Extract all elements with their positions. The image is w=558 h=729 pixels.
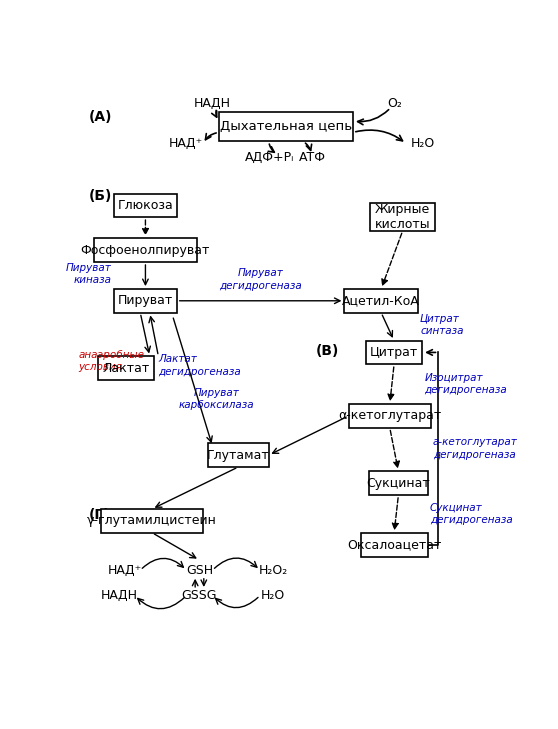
Text: НАДН: НАДН [101,589,138,602]
Text: АДФ+Рᵢ: АДФ+Рᵢ [245,151,294,164]
FancyBboxPatch shape [360,533,427,557]
Text: (А): (А) [89,109,113,124]
Text: Н₂О: Н₂О [261,589,285,602]
Text: Н₂О₂: Н₂О₂ [258,564,287,577]
Text: Изоцитрат
дегидрогеназа: Изоцитрат дегидрогеназа [424,373,507,395]
Text: Лактат
дегидрогеназа: Лактат дегидрогеназа [158,354,241,377]
Text: GSSG: GSSG [182,589,217,602]
FancyBboxPatch shape [114,194,177,217]
Text: НАДН: НАДН [194,97,231,109]
Text: Жирные
кислоты: Жирные кислоты [375,203,431,230]
FancyBboxPatch shape [349,404,431,428]
Text: Н₂О: Н₂О [411,137,435,150]
Text: Пируват: Пируват [118,295,173,308]
FancyBboxPatch shape [371,203,435,230]
FancyBboxPatch shape [101,509,203,533]
Text: АТФ: АТФ [299,151,325,164]
Text: Сукцинат
дегидрогеназа: Сукцинат дегидрогеназа [430,503,512,526]
FancyBboxPatch shape [369,472,427,495]
Text: НАД⁺: НАД⁺ [108,564,142,577]
Text: НАД⁺: НАД⁺ [169,137,203,150]
Text: О₂: О₂ [387,97,402,109]
Text: Цитрат
синтаза: Цитрат синтаза [420,313,464,336]
Text: Оксалоацетат: Оксалоацетат [347,539,441,551]
Text: анаэробные
условия: анаэробные условия [78,350,145,372]
Text: Дыхательная цепь: Дыхательная цепь [220,120,352,133]
Text: (В): (В) [316,344,340,359]
FancyBboxPatch shape [344,289,418,313]
Text: Цитрат: Цитрат [370,346,418,359]
FancyBboxPatch shape [94,238,198,262]
Text: Ацетил-КоА: Ацетил-КоА [342,295,420,308]
FancyBboxPatch shape [98,356,154,380]
Text: Фосфоенолпируват: Фосфоенолпируват [81,243,210,257]
Text: Глутамат: Глутамат [207,448,270,461]
Text: а-кетоглутарат
дегидрогеназа: а-кетоглутарат дегидрогеназа [433,437,518,459]
FancyBboxPatch shape [366,340,422,364]
Text: Сукцинат: Сукцинат [367,477,430,490]
Text: GSH: GSH [186,564,213,577]
Text: (Г): (Г) [89,508,111,522]
FancyBboxPatch shape [219,112,353,141]
Text: α-кетоглутарат: α-кетоглутарат [338,410,441,422]
Text: γ-глутамилцистеин: γ-глутамилцистеин [87,515,217,527]
Text: Пируват
дегидрогеназа: Пируват дегидрогеназа [219,268,302,291]
Text: Глюкоза: Глюкоза [118,199,174,212]
FancyBboxPatch shape [114,289,177,313]
Text: (Б): (Б) [89,190,113,203]
Text: Лактат: Лактат [102,362,150,375]
Text: Пируват
карбоксилаза: Пируват карбоксилаза [179,388,254,410]
FancyBboxPatch shape [208,443,269,467]
Text: Пируват
киназа: Пируват киназа [66,262,112,285]
